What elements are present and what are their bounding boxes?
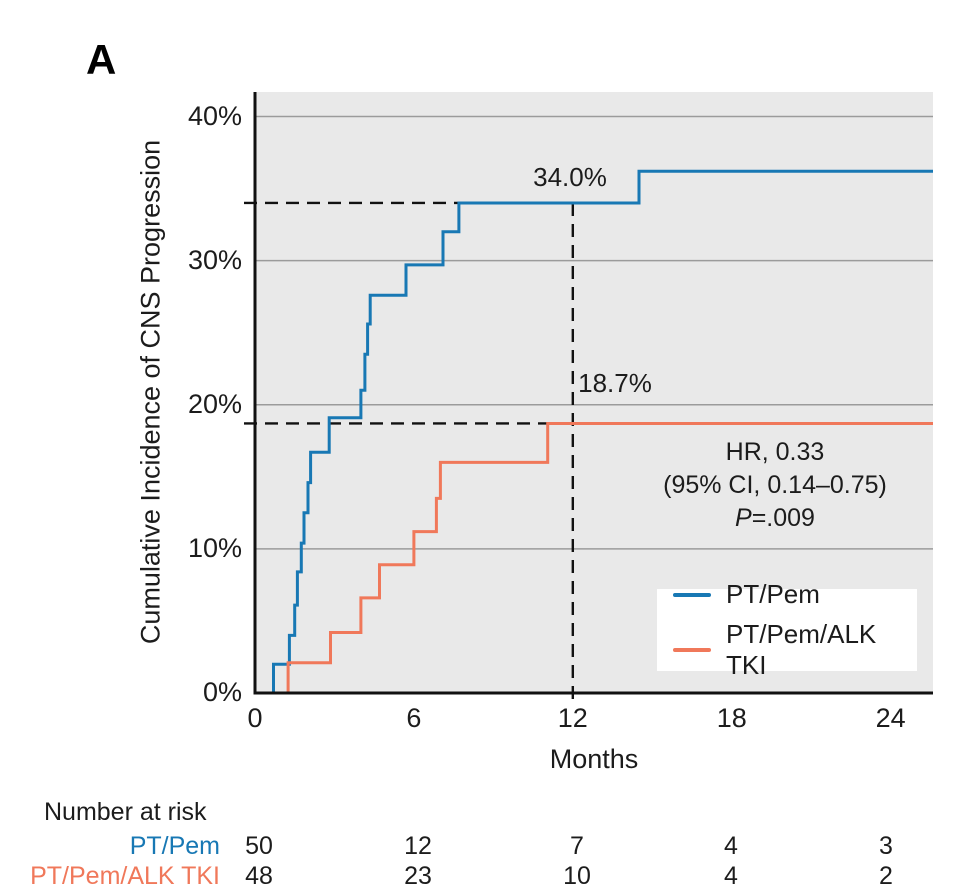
risk-count: 3 [879,832,893,860]
y-tick-label: 40% [187,100,242,131]
x-tick-label: 6 [406,703,422,733]
risk-count: 4 [724,832,738,860]
panel-label: A [86,36,117,83]
legend-line-swatch-blue [673,592,711,597]
x-tick-label: 18 [716,703,747,733]
x-tick-label: 12 [557,703,588,733]
p-value: =.009 [751,504,815,532]
legend-label-pt-pem: PT/Pem [726,579,820,609]
curve-pt-pem-alk-tki [255,422,933,695]
risk-count: 48 [245,862,273,886]
hazard-ratio-text: HR, 0.33 [725,438,825,466]
x-tick-label: 0 [247,703,263,733]
legend-label-pt-pem-alk-tki: PT/Pem/ALK TKI [726,619,877,680]
annotation-pt-pem-12mo-value: 34.0% [533,162,607,192]
x-axis-title: Months [549,744,639,774]
y-tick-label: 0% [202,677,242,707]
confidence-interval-text: (95% CI, 0.14–0.75) [663,471,887,499]
risk-row-label-pt-pem: PT/Pem [129,832,220,860]
y-tick-label: 20% [187,388,242,419]
risk-count: 12 [404,832,432,860]
risk-row-label-pt-pem-alk-tki: PT/Pem/ALK TKI [30,862,220,886]
risk-count: 7 [570,832,584,860]
y-tick-label: 30% [187,244,242,275]
legend-line-swatch-orange [673,648,711,652]
curve-pt-pem [255,169,933,695]
x-tick-label: 24 [875,703,906,733]
risk-count: 10 [563,862,591,886]
risk-table-header: Number at risk [44,798,207,826]
risk-count: 50 [245,832,273,860]
legend-item-pt-pem: PT/Pem [673,579,917,610]
cumulative-incidence-chart [244,92,933,702]
annotation-alk-tki-12mo-value: 18.7% [578,368,652,398]
legend: PT/Pem PT/Pem/ALK TKI [657,579,917,680]
risk-count: 2 [879,862,893,886]
stats-block: HR, 0.33 (95% CI, 0.14–0.75) P=.009 [625,436,925,535]
legend-item-pt-pem-alk-tki: PT/Pem/ALK TKI [673,619,917,681]
risk-count: 23 [404,862,432,886]
y-tick-label: 10% [187,532,242,563]
risk-count: 4 [724,862,738,886]
p-value-text: P=.009 [625,502,925,535]
p-symbol: P [735,504,752,532]
